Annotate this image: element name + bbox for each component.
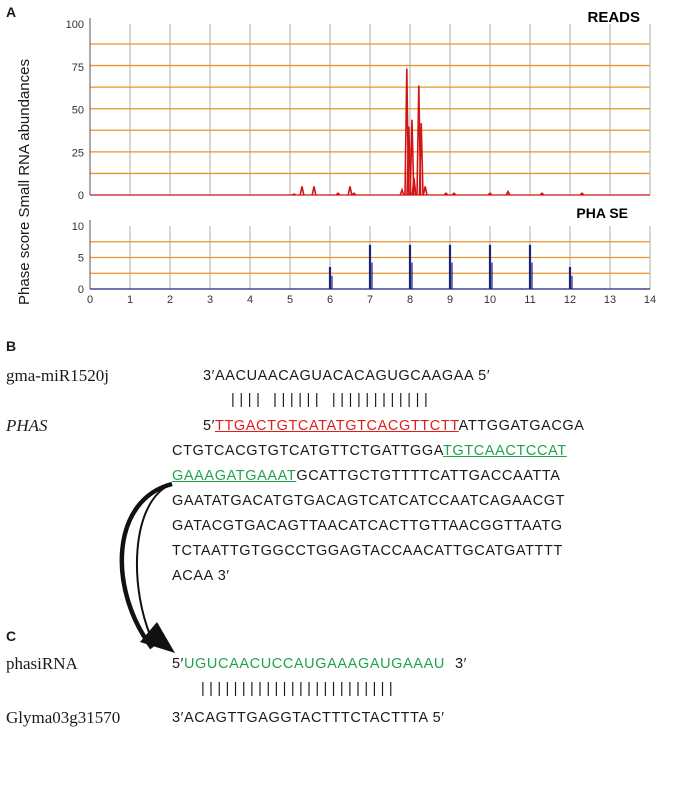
reads-peak xyxy=(409,119,415,196)
phasirna-pairing: |||||||||||||||||||||||| xyxy=(201,681,397,697)
panel-a-letter: A xyxy=(6,4,17,20)
phasirna-suffix: 3′ xyxy=(454,656,467,672)
reads-peak xyxy=(299,186,305,196)
reads-peak xyxy=(335,192,341,196)
reads-y-tick-label: 0 xyxy=(78,190,84,202)
mirna-name: gma-miR1520j xyxy=(6,366,109,385)
x-tick-label: 11 xyxy=(524,294,535,306)
reads-series xyxy=(291,68,585,196)
x-axis-ticks: 0 1 2 3 4 5 6 7 8 9 10 11 12 13 14 xyxy=(87,294,656,306)
panel-c-letter: C xyxy=(6,628,17,644)
phase-y-tick-label: 10 xyxy=(72,221,84,233)
reads-title: READS xyxy=(587,9,640,26)
phasirna-name: phasiRNA xyxy=(6,654,78,673)
phas-line-1-rest: ATTGGATGACGA xyxy=(458,418,585,434)
phasirna-site-part-1: TGTCAACTCCAT xyxy=(442,443,567,459)
reads-peak xyxy=(399,187,405,196)
x-tick-label: 8 xyxy=(407,294,413,306)
reads-peak xyxy=(418,123,424,196)
x-tick-label: 7 xyxy=(367,294,373,306)
reads-peak xyxy=(539,192,545,196)
curved-arrow-icon xyxy=(119,481,175,653)
reads-peak xyxy=(443,192,449,196)
phase-series xyxy=(328,244,573,289)
phase-y-ticks: 10 5 0 xyxy=(72,221,84,296)
mirna-sequence: 3′AACUAACAGUACACAGUGCAAGAA 5′ xyxy=(203,368,491,384)
reads-y-tick-label: 100 xyxy=(66,19,84,31)
mirna-pairing: |||| |||||| |||||||||||| xyxy=(231,392,433,408)
phas-line-2: CTGTCACGTGTCATGTTCTGATTGGATGTCAACTCCAT xyxy=(172,443,567,459)
x-tick-label: 4 xyxy=(247,294,253,306)
reads-peak xyxy=(579,192,585,196)
phas-line-7: ACAA 3′ xyxy=(172,568,230,584)
phasirna-sequence-line: 5′UGUCAACUCCAUGAAAGAUGAAAU 3′ xyxy=(172,656,467,672)
phase-y-tick-label: 0 xyxy=(78,284,84,296)
target-name: Glyma03g31570 xyxy=(6,708,121,727)
x-tick-label: 3 xyxy=(207,294,213,306)
reads-peak xyxy=(311,186,317,196)
reads-peak xyxy=(422,186,428,196)
x-tick-label: 5 xyxy=(287,294,293,306)
reads-y-tick-label: 50 xyxy=(72,105,84,117)
reads-peak xyxy=(351,192,357,196)
phas-line-1: 5′TTGACTGTCATATGTCACGTTCTTATTGGATGACGA xyxy=(203,418,585,434)
phasirna-prefix: 5′ xyxy=(172,656,184,672)
mirna-target-site: TTGACTGTCATATGTCACGTTCTT xyxy=(214,418,459,434)
phas-line-4: GAATATGACATGTGACAGTCATCATCCAATCAGAACGT xyxy=(172,493,566,509)
reads-peak xyxy=(347,186,353,196)
x-tick-label: 13 xyxy=(604,294,616,306)
x-tick-label: 6 xyxy=(327,294,333,306)
phase-title: PHA SE xyxy=(576,205,628,221)
x-tick-label: 2 xyxy=(167,294,173,306)
phas-line-3-black: GCATTGCTGTTTTCATTGACCAATTA xyxy=(296,468,561,484)
panel-b-letter: B xyxy=(6,338,17,354)
reads-y-tick-label: 25 xyxy=(72,147,84,159)
phas-line-6: TCTAATTGTGGCCTGGAGTACCAACATTGCATGATTTT xyxy=(172,543,563,559)
reads-peak xyxy=(505,189,511,196)
reads-peak xyxy=(411,177,417,196)
phas-name: PHAS xyxy=(6,416,48,435)
x-tick-label: 12 xyxy=(564,294,576,306)
phas-line-2-black: CTGTCACGTGTCATGTTCTGATTGGA xyxy=(172,443,443,459)
x-tick-label: 9 xyxy=(447,294,453,306)
x-tick-label: 0 xyxy=(87,294,93,306)
reads-y-ticks: 100 75 50 25 0 xyxy=(66,19,84,202)
reads-peak xyxy=(291,193,297,196)
target-sequence: 3′ACAGTTGAGGTACTTTCTACTTTA 5′ xyxy=(172,710,445,726)
x-tick-label: 1 xyxy=(127,294,133,306)
phas-line-5: GATACGTGACAGTTAACATCACTTGTTAACGGTTAATG xyxy=(172,518,563,534)
reads-grid xyxy=(89,18,651,196)
reads-y-tick-label: 75 xyxy=(72,62,84,74)
phasirna-sequence: UGUCAACUCCAUGAAAGAUGAAAU xyxy=(183,656,445,672)
reads-peak xyxy=(487,192,493,196)
phasirna-site-part-2: GAAAGATGAAAT xyxy=(172,468,297,484)
phase-grid xyxy=(89,220,651,290)
phase-y-tick-label: 5 xyxy=(78,253,84,265)
phas-prefix: 5′ xyxy=(203,418,215,434)
phas-line-3: GAAAGATGAAATGCATTGCTGTTTTCATTGACCAATTA xyxy=(172,468,561,484)
x-tick-label: 14 xyxy=(644,294,656,306)
reads-peak xyxy=(451,192,457,196)
x-tick-label: 10 xyxy=(484,294,496,306)
